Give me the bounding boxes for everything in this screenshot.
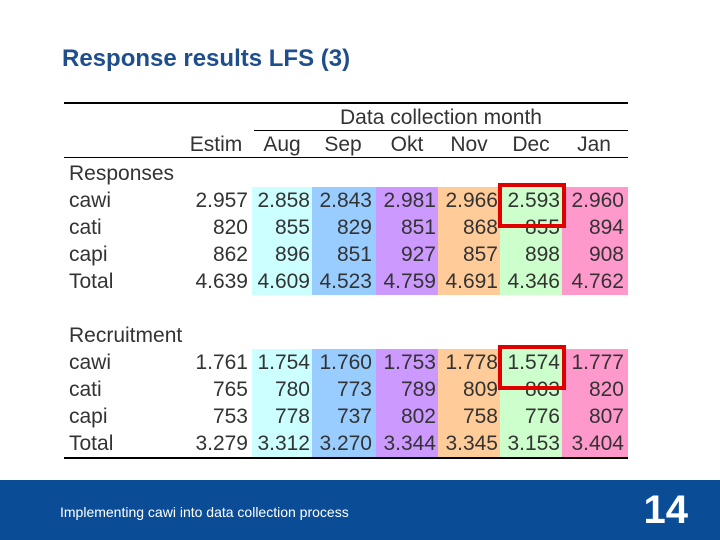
table-cell: 868 bbox=[462, 216, 498, 239]
table-cell: 820 bbox=[588, 378, 624, 401]
table-cell: 851 bbox=[400, 216, 436, 239]
table-cell: 780 bbox=[274, 378, 310, 401]
row-label: cati bbox=[69, 378, 102, 401]
table-cell: 1.574 bbox=[507, 351, 560, 374]
table-cell: 737 bbox=[336, 405, 372, 428]
table-cell: 2.960 bbox=[571, 189, 624, 212]
table-cell: 807 bbox=[588, 405, 624, 428]
row-label: capi bbox=[69, 405, 108, 428]
table-cell: 898 bbox=[524, 243, 560, 266]
row-label: cawi bbox=[69, 189, 112, 212]
table-cell: 2.966 bbox=[445, 189, 498, 212]
column-header-nov: Nov bbox=[450, 133, 488, 156]
row-label: cati bbox=[69, 216, 102, 239]
column-header-estim: Estim bbox=[189, 133, 243, 156]
table-cell: 4.639 bbox=[195, 270, 248, 293]
table-cell: 4.346 bbox=[507, 270, 560, 293]
column-header-aug: Aug bbox=[263, 133, 301, 156]
table-cell: 3.404 bbox=[571, 432, 624, 455]
table-cell: 4.762 bbox=[571, 270, 624, 293]
page-number: 14 bbox=[643, 488, 689, 532]
table-cell: 862 bbox=[212, 243, 248, 266]
month-band-aug bbox=[252, 349, 314, 457]
top-rule bbox=[64, 102, 628, 104]
month-band-sep bbox=[312, 187, 376, 295]
month-band-okt bbox=[376, 187, 440, 295]
table-cell: 758 bbox=[462, 405, 498, 428]
table-cell: 3.270 bbox=[319, 432, 372, 455]
row-label: Total bbox=[69, 270, 114, 293]
table-cell: 2.957 bbox=[195, 189, 248, 212]
month-band-dec bbox=[500, 349, 564, 457]
dec-cawi-highlight bbox=[498, 345, 566, 390]
column-header-sep: Sep bbox=[324, 133, 362, 156]
month-band-aug bbox=[252, 187, 314, 295]
section-title-responses: Responses bbox=[69, 162, 175, 185]
table-cell: 776 bbox=[524, 405, 560, 428]
table-cell: 896 bbox=[274, 243, 310, 266]
table-cell: 829 bbox=[336, 216, 372, 239]
table-cell: 894 bbox=[588, 216, 624, 239]
table-cell: 1.777 bbox=[571, 351, 624, 374]
group-header-rule bbox=[254, 130, 628, 131]
column-header-dec: Dec bbox=[512, 133, 550, 156]
table-cell: 4.609 bbox=[257, 270, 310, 293]
table-cell: 3.344 bbox=[383, 432, 436, 455]
header-bottom-rule bbox=[64, 157, 628, 158]
table-cell: 1.754 bbox=[257, 351, 310, 374]
table-cell: 1.778 bbox=[445, 351, 498, 374]
table-cell: 908 bbox=[588, 243, 624, 266]
footer-text: Implementing cawi into data collection p… bbox=[60, 504, 349, 520]
column-header-okt: Okt bbox=[390, 133, 424, 156]
table-cell: 1.760 bbox=[319, 351, 372, 374]
row-label: capi bbox=[69, 243, 108, 266]
month-band-nov bbox=[438, 349, 502, 457]
table-cell: 927 bbox=[400, 243, 436, 266]
month-band-jan bbox=[562, 187, 628, 295]
table-cell: 3.345 bbox=[445, 432, 498, 455]
row-label: Total bbox=[69, 432, 114, 455]
table-cell: 1.753 bbox=[383, 351, 436, 374]
table-cell: 855 bbox=[274, 216, 310, 239]
table-cell: 2.593 bbox=[507, 189, 560, 212]
table-cell: 4.691 bbox=[445, 270, 498, 293]
month-band-nov bbox=[438, 187, 502, 295]
bottom-rule bbox=[64, 457, 628, 459]
table-cell: 4.523 bbox=[319, 270, 372, 293]
table-cell: 802 bbox=[400, 405, 436, 428]
table-cell: 765 bbox=[212, 378, 248, 401]
table-cell: 3.279 bbox=[195, 432, 248, 455]
group-header: Data collection month bbox=[340, 106, 542, 129]
table-cell: 789 bbox=[400, 378, 436, 401]
month-band-okt bbox=[376, 349, 440, 457]
table-cell: 3.312 bbox=[257, 432, 310, 455]
table-cell: 851 bbox=[336, 243, 372, 266]
column-header-jan: Jan bbox=[577, 133, 611, 156]
row-label: cawi bbox=[69, 351, 112, 374]
dec-cawi-highlight bbox=[498, 183, 566, 228]
table-cell: 2.843 bbox=[319, 189, 372, 212]
table-cell: 2.858 bbox=[257, 189, 310, 212]
table-cell: 778 bbox=[274, 405, 310, 428]
table-cell: 809 bbox=[462, 378, 498, 401]
table-cell: 4.759 bbox=[383, 270, 436, 293]
table-cell: 753 bbox=[212, 405, 248, 428]
table-cell: 2.981 bbox=[383, 189, 436, 212]
month-band-sep bbox=[312, 349, 376, 457]
response-results-table: Data collection month Estim Aug Sep Okt Nov De… bbox=[64, 100, 628, 460]
table-cell: 3.153 bbox=[507, 432, 560, 455]
month-band-dec bbox=[500, 187, 564, 295]
table-cell: 773 bbox=[336, 378, 372, 401]
slide-title: Response results LFS (3) bbox=[62, 45, 351, 72]
table-cell: 820 bbox=[212, 216, 248, 239]
table-cell: 1.761 bbox=[195, 351, 248, 374]
table-cell: 857 bbox=[462, 243, 498, 266]
section-title-recruitment: Recruitment bbox=[69, 324, 183, 347]
month-band-jan bbox=[562, 349, 628, 457]
footer-bar: Implementing cawi into data collection p… bbox=[0, 480, 720, 540]
